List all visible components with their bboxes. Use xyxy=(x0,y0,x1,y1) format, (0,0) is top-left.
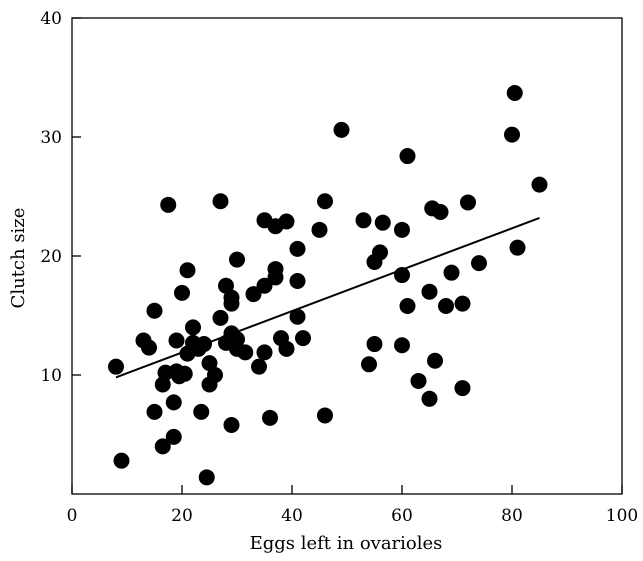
x-tick-label: 40 xyxy=(281,506,303,526)
data-point xyxy=(223,295,240,312)
data-point xyxy=(460,194,476,211)
data-point xyxy=(317,193,333,210)
data-point xyxy=(471,255,487,272)
data-point xyxy=(361,356,377,373)
data-point xyxy=(160,196,177,213)
data-point xyxy=(506,84,523,101)
data-point xyxy=(229,251,245,268)
data-point xyxy=(165,394,182,411)
data-point xyxy=(372,244,388,261)
data-point xyxy=(366,336,383,353)
data-point xyxy=(108,358,124,375)
data-point xyxy=(185,319,201,336)
plot-frame xyxy=(71,17,623,495)
data-point xyxy=(399,297,416,314)
x-tick-label: 80 xyxy=(501,506,523,526)
data-point xyxy=(245,286,262,303)
y-tick-label: 30 xyxy=(40,128,62,148)
data-point xyxy=(201,355,218,372)
trendline xyxy=(115,216,540,379)
x-tick-label: 60 xyxy=(391,506,413,526)
data-point xyxy=(317,407,333,424)
data-point xyxy=(256,344,273,361)
data-point xyxy=(454,380,471,397)
trendline-group xyxy=(115,216,540,379)
y-axis-title: Clutch size xyxy=(8,208,29,309)
data-point xyxy=(374,214,391,231)
data-point xyxy=(311,221,328,238)
data-point xyxy=(289,272,306,289)
x-axis-title: Eggs left in ovarioles xyxy=(250,533,443,554)
data-point xyxy=(256,277,273,294)
data-point xyxy=(333,121,350,138)
data-point xyxy=(432,203,449,220)
data-point xyxy=(174,284,190,301)
data-point xyxy=(399,148,416,165)
data-point xyxy=(421,283,438,300)
data-point xyxy=(207,367,223,383)
x-tick-label: 100 xyxy=(606,506,638,526)
data-point xyxy=(289,308,306,325)
data-point xyxy=(212,309,229,326)
axes xyxy=(71,17,623,495)
data-point xyxy=(212,193,229,210)
x-tick-label: 20 xyxy=(171,506,193,526)
data-point xyxy=(267,269,284,286)
data-point xyxy=(176,365,193,382)
data-point xyxy=(262,409,278,426)
data-point xyxy=(278,340,295,357)
data-point xyxy=(168,332,185,349)
data-point xyxy=(355,212,372,229)
data-point xyxy=(454,295,471,312)
data-point xyxy=(146,302,163,319)
data-point xyxy=(193,403,210,420)
data-point xyxy=(394,221,410,238)
ticks: 0 20 40 60 80 100 10 20 30 40 xyxy=(40,9,638,526)
data-point xyxy=(198,469,215,486)
data-point xyxy=(165,428,182,445)
y-tick-label: 10 xyxy=(40,366,62,386)
data-point xyxy=(237,344,254,361)
y-tick-label: 20 xyxy=(40,247,62,267)
data-points xyxy=(108,84,548,486)
data-point xyxy=(141,339,157,356)
data-point xyxy=(394,337,410,354)
data-point xyxy=(421,390,438,407)
data-point xyxy=(278,213,295,230)
data-point xyxy=(223,416,240,433)
data-point xyxy=(295,330,311,347)
data-point xyxy=(509,239,526,256)
data-point xyxy=(179,262,196,279)
data-point xyxy=(251,358,267,375)
data-point xyxy=(438,297,454,314)
data-point xyxy=(146,403,163,420)
data-point xyxy=(410,372,427,389)
y-tick-label: 40 xyxy=(40,9,62,29)
data-point xyxy=(504,126,520,143)
x-tick-label: 0 xyxy=(67,506,78,526)
data-point xyxy=(289,240,306,257)
data-point xyxy=(443,264,460,281)
data-point xyxy=(113,452,130,469)
data-point xyxy=(218,277,234,294)
data-point xyxy=(427,352,443,369)
data-point xyxy=(154,438,171,455)
data-point xyxy=(531,176,548,193)
